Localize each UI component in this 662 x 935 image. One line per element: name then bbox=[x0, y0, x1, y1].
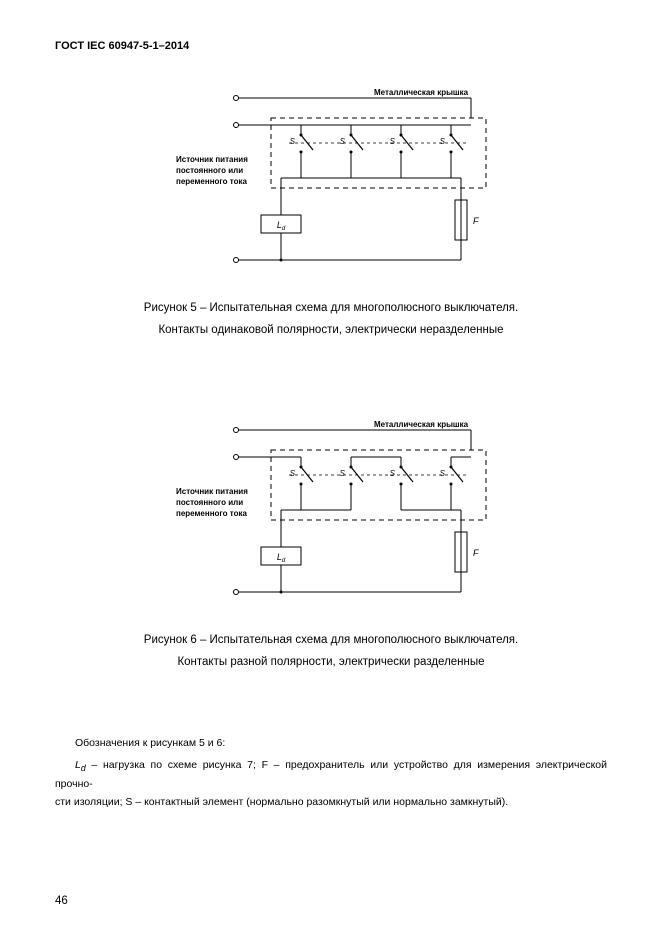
page: ГОСТ IEC 60947-5-1–2014 Металлическая кр… bbox=[0, 0, 662, 935]
legend-after-ld: – нагрузка по схеме рисунка 7; F – предо… bbox=[55, 759, 607, 790]
svg-text:S: S bbox=[440, 137, 446, 146]
figure-6-block: Металлическая крышка S bbox=[55, 412, 607, 674]
fig6-load-label: Ld bbox=[277, 552, 286, 564]
fig6-source-l3: переменного тока bbox=[176, 509, 247, 518]
fig5-source-l1: Источник питания bbox=[176, 155, 248, 164]
fig6-caption-l1: Рисунок 6 – Испытательная схема для мног… bbox=[55, 630, 607, 652]
fig6-source-l2: постоянного или bbox=[176, 498, 243, 507]
legend-intro: Обозначения к рисункам 5 и 6: bbox=[75, 737, 607, 749]
fig6-switches: S S bbox=[289, 450, 471, 510]
fig5-switches: S S bbox=[289, 125, 466, 178]
fig5-caption-l1: Рисунок 5 – Испытательная схема для мног… bbox=[55, 298, 607, 320]
figure-6-diagram: Металлическая крышка S bbox=[55, 412, 607, 612]
legend-body: Ld – нагрузка по схеме рисунка 7; F – пр… bbox=[55, 757, 607, 812]
svg-text:S: S bbox=[340, 469, 346, 478]
svg-text:S: S bbox=[440, 469, 446, 478]
fig5-caption-l2: Контакты одинаковой полярности, электрич… bbox=[55, 320, 607, 342]
figure-6-caption: Рисунок 6 – Испытательная схема для мног… bbox=[55, 630, 607, 674]
fig6-source-l1: Источник питания bbox=[176, 487, 248, 496]
page-number: 46 bbox=[55, 895, 68, 907]
document-header: ГОСТ IEC 60947-5-1–2014 bbox=[55, 40, 607, 52]
fig6-cover-label: Металлическая крышка bbox=[374, 420, 469, 429]
fig5-source-l2: постоянного или bbox=[176, 166, 243, 175]
fig5-fuse-label: F bbox=[473, 216, 479, 226]
fig5-load-label: Ld bbox=[277, 220, 286, 232]
svg-text:S: S bbox=[290, 469, 296, 478]
figure-5-block: Металлическая крышка bbox=[55, 80, 607, 342]
svg-text:S: S bbox=[390, 137, 396, 146]
figure-5-caption: Рисунок 5 – Испытательная схема для мног… bbox=[55, 298, 607, 342]
legend-ld-symbol: Ld bbox=[75, 759, 86, 771]
fig5-source-l3: переменного тока bbox=[176, 177, 247, 186]
fig6-caption-l2: Контакты разной полярности, электрически… bbox=[55, 652, 607, 674]
fig6-fuse-label: F bbox=[473, 548, 479, 558]
svg-text:S: S bbox=[290, 137, 296, 146]
svg-text:S: S bbox=[390, 469, 396, 478]
fig5-cover-label: Металлическая крышка bbox=[374, 88, 469, 97]
svg-text:S: S bbox=[340, 137, 346, 146]
legend-line2: сти изоляции; S – контактный элемент (но… bbox=[55, 796, 508, 808]
figure-5-diagram: Металлическая крышка bbox=[55, 80, 607, 280]
